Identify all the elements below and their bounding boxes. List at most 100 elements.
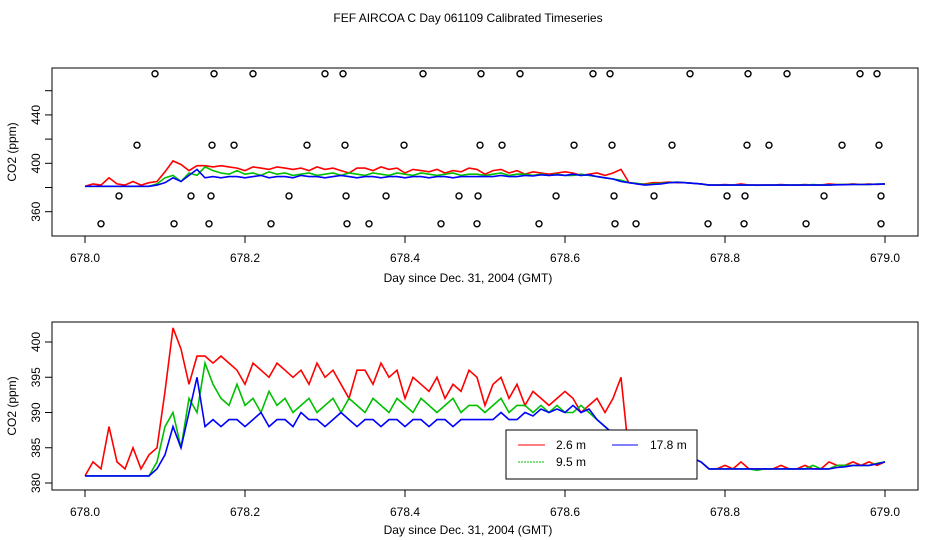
outlier-point bbox=[187, 192, 195, 200]
outlier-point bbox=[765, 141, 773, 149]
series-line-2.6m bbox=[84, 159, 886, 188]
y-tick-label: 380 bbox=[29, 473, 43, 493]
outlier-point bbox=[97, 220, 105, 228]
outlier-point bbox=[365, 220, 373, 228]
outlier-point bbox=[802, 220, 810, 228]
y-tick-label: 395 bbox=[29, 367, 43, 387]
outlier-point bbox=[838, 141, 846, 149]
outlier-point bbox=[339, 70, 347, 78]
outlier-point bbox=[606, 70, 614, 78]
outlier-point bbox=[419, 70, 427, 78]
outlier-point bbox=[151, 70, 159, 78]
outlier-point bbox=[856, 70, 864, 78]
outlier-point bbox=[608, 141, 616, 149]
outlier-point bbox=[820, 192, 828, 200]
outlier-point bbox=[285, 192, 293, 200]
legend: 2.6 m 9.5 m 17.8 m bbox=[505, 429, 698, 480]
outlier-point bbox=[477, 70, 485, 78]
outlier-point bbox=[535, 220, 543, 228]
x-axis-label: Day since Dec. 31, 2004 (GMT) bbox=[384, 523, 553, 537]
x-tick-label: 678.4 bbox=[390, 251, 420, 265]
outlier-point bbox=[570, 141, 578, 149]
outlier-point bbox=[321, 70, 329, 78]
outlier-point bbox=[668, 141, 676, 149]
outlier-point bbox=[552, 192, 560, 200]
outlier-point bbox=[342, 192, 350, 200]
outlier-point bbox=[249, 70, 257, 78]
y-tick-label: 390 bbox=[29, 402, 43, 422]
x-tick-label: 678.2 bbox=[230, 251, 260, 265]
outlier-point bbox=[877, 220, 885, 228]
series-line-2.6m bbox=[84, 327, 886, 477]
outlier-point bbox=[400, 141, 408, 149]
outlier-point bbox=[170, 220, 178, 228]
outlier-point bbox=[744, 70, 752, 78]
outlier-point bbox=[498, 141, 506, 149]
outlier-point bbox=[207, 192, 215, 200]
outlier-point bbox=[208, 141, 216, 149]
outlier-point bbox=[740, 220, 748, 228]
x-tick-label: 678.0 bbox=[70, 251, 100, 265]
outlier-point bbox=[877, 192, 885, 200]
x-tick-label: 678.6 bbox=[550, 505, 580, 519]
outlier-point bbox=[611, 220, 619, 228]
series-line-17.8m bbox=[85, 168, 886, 188]
x-tick-label: 678.8 bbox=[710, 251, 740, 265]
outlier-point bbox=[873, 70, 881, 78]
bottom-panel: Day since Dec. 31, 2004 (GMT) CO2 (ppm) … bbox=[5, 321, 919, 537]
x-tick-label: 679.0 bbox=[870, 505, 900, 519]
outlier-point bbox=[610, 192, 618, 200]
outlier-point bbox=[303, 141, 311, 149]
y-axis-label: CO2 (ppm) bbox=[5, 122, 19, 181]
legend-box bbox=[505, 429, 698, 480]
outlier-point bbox=[875, 141, 883, 149]
outlier-point bbox=[230, 141, 238, 149]
series-line-17.8m bbox=[85, 377, 886, 477]
x-tick-label: 678.8 bbox=[710, 505, 740, 519]
x-tick-label: 678.2 bbox=[230, 505, 260, 519]
plot-frame bbox=[51, 67, 919, 237]
x-tick-label: 678.4 bbox=[390, 505, 420, 519]
y-tick-label: 400 bbox=[29, 332, 43, 352]
outlier-point bbox=[516, 70, 524, 78]
legend-label-9.5m: 9.5 m bbox=[556, 455, 586, 469]
outlier-point bbox=[650, 192, 658, 200]
outlier-point bbox=[741, 192, 749, 200]
outlier-point bbox=[474, 192, 482, 200]
legend-label-17.8m: 17.8 m bbox=[650, 438, 687, 452]
outlier-point bbox=[341, 141, 349, 149]
outlier-point bbox=[473, 220, 481, 228]
series-group bbox=[84, 327, 886, 477]
y-tick-label: 400 bbox=[29, 153, 43, 173]
outlier-point bbox=[783, 70, 791, 78]
outlier-point bbox=[210, 70, 218, 78]
outlier-point bbox=[723, 192, 731, 200]
plot-frame bbox=[51, 321, 919, 491]
outlier-point bbox=[686, 70, 694, 78]
x-tick-label: 678.6 bbox=[550, 251, 580, 265]
outlier-point bbox=[115, 192, 123, 200]
outlier-point bbox=[133, 141, 141, 149]
outlier-point bbox=[632, 220, 640, 228]
outlier-point bbox=[476, 141, 484, 149]
outlier-point bbox=[704, 220, 712, 228]
outlier-point bbox=[455, 192, 463, 200]
legend-label-2.6m: 2.6 m bbox=[556, 438, 586, 452]
x-tick-label: 678.0 bbox=[70, 505, 100, 519]
outlier-point bbox=[205, 220, 213, 228]
outlier-point bbox=[589, 70, 597, 78]
outlier-point bbox=[267, 220, 275, 228]
y-axis-label: CO2 (ppm) bbox=[5, 376, 19, 435]
series-group bbox=[84, 159, 886, 188]
x-axis-label: Day since Dec. 31, 2004 (GMT) bbox=[384, 271, 553, 285]
top-panel: Day since Dec. 31, 2004 (GMT) CO2 (ppm) … bbox=[5, 67, 919, 285]
x-tick-label: 679.0 bbox=[870, 251, 900, 265]
y-tick-label: 440 bbox=[29, 105, 43, 125]
outlier-point bbox=[343, 220, 351, 228]
outlier-point bbox=[382, 192, 390, 200]
figure-title: FEF AIRCOA C Day 061109 Calibrated Times… bbox=[333, 11, 602, 25]
y-tick-label: 385 bbox=[29, 437, 43, 457]
outlier-point bbox=[743, 141, 751, 149]
